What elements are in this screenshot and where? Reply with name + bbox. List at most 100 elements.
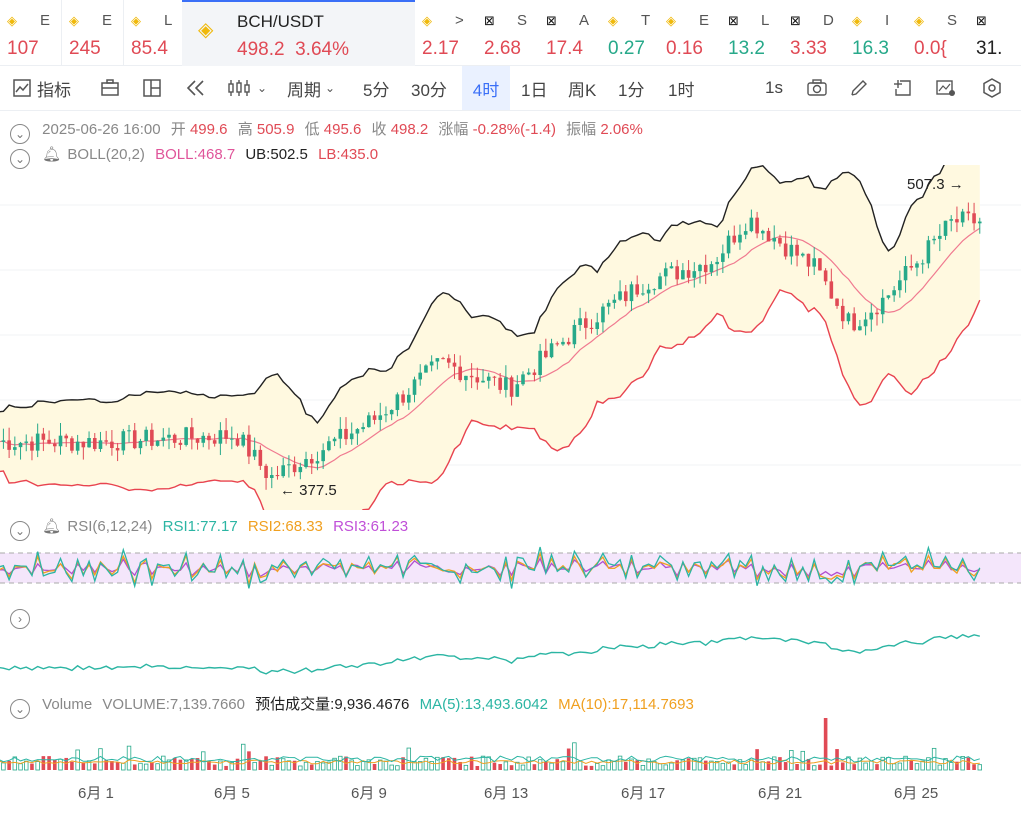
candle-body — [789, 244, 794, 257]
interval-4h[interactable]: 4时 — [462, 66, 510, 110]
settings-button[interactable] — [981, 66, 1003, 110]
volume-bar — [378, 759, 383, 771]
open-label: 开 — [170, 121, 186, 138]
candle-body — [167, 434, 171, 438]
candle-body — [367, 415, 371, 428]
candle-body — [384, 414, 388, 416]
interval-1h[interactable]: 1时 — [668, 66, 694, 110]
interval-1d[interactable]: 1日 — [521, 66, 547, 110]
volume-bar — [646, 758, 651, 771]
interval-5m[interactable]: 5分 — [363, 66, 389, 110]
change-value: -0.28%(-1.4) — [472, 121, 556, 138]
volume-bar — [258, 760, 263, 770]
candle-body — [298, 467, 303, 473]
ticker-tab[interactable]: ◈ L 85.4 — [124, 0, 182, 66]
indicators-button[interactable]: 指标 — [12, 66, 71, 110]
add-panel-button[interactable] — [892, 66, 914, 110]
ticker-tab[interactable]: ⊠ S 2.68 — [477, 0, 539, 66]
collapse-toggle-icon[interactable]: ⌄ — [10, 124, 30, 144]
interval-1m[interactable]: 1分 — [618, 66, 644, 110]
rsi-chart[interactable] — [0, 545, 1021, 597]
volume-bar — [280, 758, 286, 771]
candle-body — [144, 429, 148, 441]
candle-body — [24, 441, 29, 443]
candle-body — [269, 475, 274, 479]
split-view-button[interactable] — [142, 66, 162, 110]
image-settings-button[interactable] — [935, 66, 957, 110]
ticker-price: 107 — [7, 38, 39, 59]
volume-bar — [252, 761, 257, 771]
refresh-label: 1s — [765, 78, 783, 97]
interval-label: 1日 — [521, 80, 548, 100]
volume-bar — [697, 757, 703, 771]
interval-30m[interactable]: 30分 — [411, 66, 447, 110]
volume-bar — [749, 759, 754, 771]
candle-body — [81, 441, 86, 448]
candle-body — [960, 211, 965, 223]
interval-1w[interactable]: 周K — [568, 66, 596, 110]
ticker-price: 16.3 — [852, 38, 889, 59]
candle-body — [561, 341, 565, 345]
ticker-tab[interactable]: ⊠ 31. — [969, 0, 1019, 66]
ticker-tab[interactable]: ⊠ D 3.33 — [783, 0, 845, 66]
exchange-icon: ⊠ — [790, 13, 801, 28]
ticker-name: S — [517, 12, 528, 29]
candle-body — [555, 343, 560, 345]
volume-bar — [766, 761, 771, 770]
volume-bar — [931, 747, 937, 771]
amplitude-label: 振幅 — [566, 121, 597, 138]
volume-bar — [7, 760, 11, 770]
candle-body — [18, 442, 23, 448]
volume-ma5: MA(5):13,493.6042 — [419, 696, 548, 713]
volume-bar — [332, 757, 337, 771]
candle-body — [721, 253, 725, 262]
volume-ma10-line — [0, 759, 980, 765]
candlestick-chart[interactable]: 507.3 → ← 377.5 — [0, 165, 1021, 510]
layout-button[interactable] — [100, 66, 120, 110]
ticker-tab-bch-usdt[interactable]: ◈ BCH/USDT 498.2 3.64% — [182, 0, 415, 66]
ticker-tab[interactable]: ◈ T 0.27 — [601, 0, 659, 66]
ticker-tab[interactable]: ◈ I 16.3 — [845, 0, 907, 66]
volume-bar — [726, 761, 731, 771]
chevron-right-icon[interactable]: › — [10, 609, 30, 629]
collapse-toggle-icon[interactable]: ⌄ — [10, 699, 30, 719]
ticker-tab[interactable]: ◈ E 245 — [62, 0, 124, 66]
screenshot-button[interactable] — [806, 66, 828, 110]
volume-chart[interactable] — [0, 712, 1021, 772]
candle-body — [110, 441, 114, 449]
ticker-tab[interactable]: ◈ E 0.16 — [659, 0, 721, 66]
candle-body — [618, 291, 622, 300]
ticker-tab[interactable]: ◈ S 0.0{ — [907, 0, 969, 66]
line-indicator-chart[interactable] — [0, 625, 1021, 680]
collapse-toggle-icon[interactable]: ⌄ — [10, 149, 30, 169]
rewind-button[interactable] — [185, 66, 207, 110]
boll-info: ⌄ 🔔︎ BOLL(20,2) BOLL:468.7 UB:502.5 LB:4… — [10, 145, 378, 169]
candle-body — [498, 377, 502, 390]
refresh-interval-button[interactable]: 1s — [765, 66, 783, 110]
candle-body — [395, 394, 400, 411]
ticker-tab[interactable]: ⊠ L 13.2 — [721, 0, 783, 66]
ticker-tab[interactable]: ⊠ A 17.4 — [539, 0, 601, 66]
draw-button[interactable] — [849, 66, 869, 110]
volume-bar — [972, 764, 976, 770]
candle-body — [178, 442, 183, 445]
candle-body — [726, 235, 731, 254]
close-label: 收 — [371, 121, 387, 138]
candle-body — [778, 237, 782, 244]
volume-ma5-line — [0, 755, 980, 763]
volume-bar — [286, 760, 292, 771]
bell-icon[interactable]: 🔔︎ — [42, 146, 62, 163]
volume-bar — [966, 757, 971, 770]
volume-bar — [190, 759, 194, 770]
bell-icon[interactable]: 🔔︎ — [42, 518, 62, 535]
chart-type-button[interactable]: ⌄ — [227, 66, 267, 110]
ticker-tab[interactable]: ◈ > 2.17 — [415, 0, 477, 66]
candle-body — [635, 284, 639, 295]
candle-body — [846, 313, 851, 322]
ticker-tab[interactable]: ◈ E 107 — [0, 0, 62, 66]
collapse-toggle-icon[interactable]: ⌄ — [10, 521, 30, 541]
period-menu[interactable]: 周期 ⌄ — [287, 66, 335, 110]
volume-bar — [366, 759, 372, 771]
volume-bar — [326, 761, 332, 771]
volume-bar — [949, 762, 954, 771]
